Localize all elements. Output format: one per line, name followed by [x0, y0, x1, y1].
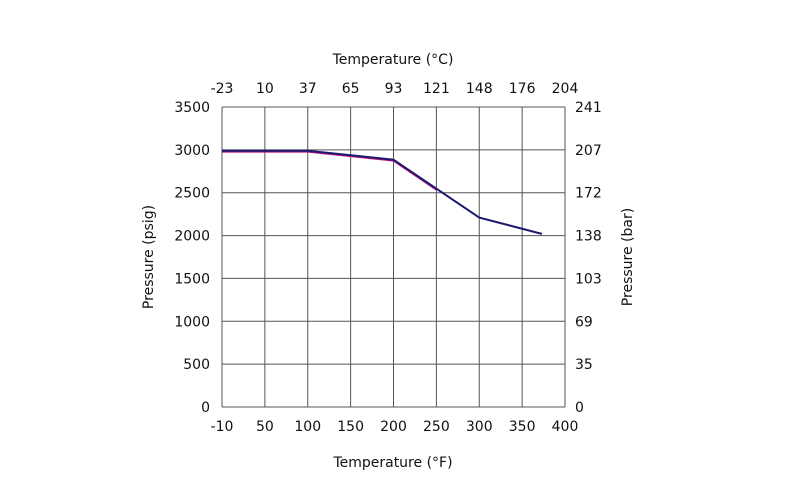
top-axis-title: Temperature (°C) — [332, 52, 454, 68]
x-top-tick-label: 93 — [385, 81, 403, 97]
x-top-tick-label: 148 — [466, 81, 493, 97]
x-top-tick-label: 10 — [256, 81, 274, 97]
y-tick-label: 0 — [201, 400, 210, 416]
y-tick-label: 3500 — [174, 100, 210, 116]
x-tick-label: -10 — [211, 419, 234, 435]
y-right-tick-label: 172 — [575, 186, 602, 202]
x-top-tick-label: 204 — [552, 81, 579, 97]
x-tick-label: 200 — [380, 419, 407, 435]
x-tick-label: 100 — [294, 419, 321, 435]
x-tick-label: 350 — [509, 419, 536, 435]
x-tick-label: 400 — [552, 419, 579, 435]
y-tick-label: 1000 — [174, 314, 210, 330]
y-tick-label: 500 — [183, 357, 210, 373]
x-tick-label: 300 — [466, 419, 493, 435]
x-axis-title: Temperature (°F) — [332, 455, 452, 471]
y-tick-label: 3000 — [174, 143, 210, 159]
x-top-tick-label: 176 — [509, 81, 536, 97]
y-tick-label: 1500 — [174, 271, 210, 287]
series-line-magenta — [222, 150, 437, 191]
series-line-blue — [222, 149, 543, 235]
y-axis-title: Pressure (psig) — [141, 205, 157, 309]
y-axis-title-right: Pressure (bar) — [620, 208, 636, 306]
x-top-tick-label: 121 — [423, 81, 450, 97]
x-tick-label: 250 — [423, 419, 450, 435]
x-top-tick-label: 65 — [342, 81, 360, 97]
y-tick-label: 2000 — [174, 229, 210, 245]
x-top-tick-label: -23 — [211, 81, 234, 97]
x-tick-label: 50 — [256, 419, 274, 435]
x-tick-label: 150 — [337, 419, 364, 435]
y-right-tick-label: 241 — [575, 100, 602, 116]
y-right-tick-label: 69 — [575, 314, 593, 330]
y-right-tick-label: 35 — [575, 357, 593, 373]
x-top-tick-label: 37 — [299, 81, 317, 97]
y-right-tick-label: 0 — [575, 400, 584, 416]
y-tick-label: 2500 — [174, 186, 210, 202]
y-right-tick-label: 138 — [575, 229, 602, 245]
y-right-tick-label: 103 — [575, 271, 602, 287]
y-right-tick-label: 207 — [575, 143, 602, 159]
